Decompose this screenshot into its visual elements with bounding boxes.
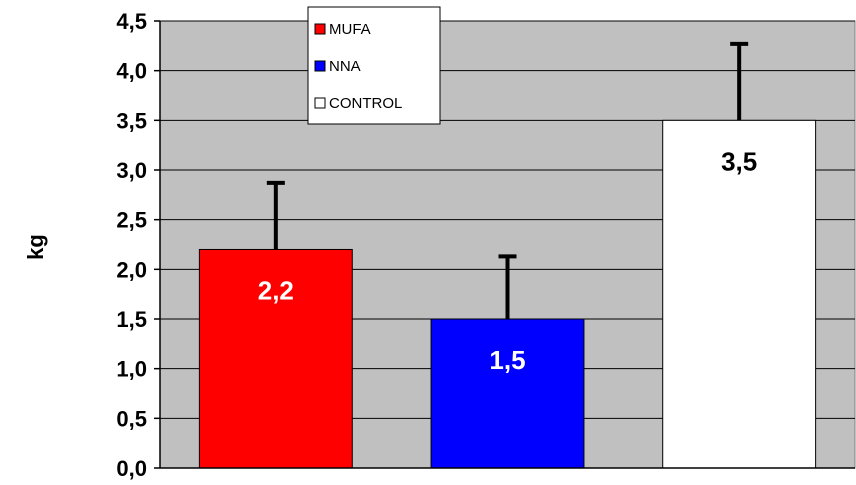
legend-label-control: CONTROL: [329, 95, 402, 112]
bar-control: [662, 119, 817, 469]
y-axis-label: kg: [23, 234, 48, 260]
y-tick-label: 3,5: [116, 108, 147, 133]
bars: [198, 119, 817, 469]
data-label: 1,5: [489, 345, 525, 375]
bar-nna: [430, 318, 585, 469]
y-axis-ticks: 0,0 0,5 1,0 1,5 2,0 2,5 3,0 3,5 4,0 4,5: [116, 9, 160, 481]
legend: MUFA NNA CONTROL: [307, 6, 441, 125]
y-tick-label: 2,0: [116, 257, 147, 282]
y-tick-label: 1,0: [116, 357, 147, 382]
error-bars: [266, 41, 749, 319]
legend-swatch-nna: [314, 60, 326, 72]
legend-swatch-control: [314, 97, 326, 109]
y-tick-label: 3,0: [116, 158, 147, 183]
y-tick-label: 4,0: [116, 59, 147, 84]
y-tick-label: 2,5: [116, 208, 147, 233]
data-label: 3,5: [721, 146, 757, 176]
y-tick-label: 0,5: [116, 406, 147, 431]
data-labels: 2,2 1,5 3,5: [258, 146, 757, 375]
y-tick-label: 4,5: [116, 9, 147, 34]
y-tick-label: 0,0: [116, 456, 147, 481]
legend-label-nna: NNA: [329, 58, 361, 75]
y-tick-label: 1,5: [116, 307, 147, 332]
legend-box: [307, 6, 441, 125]
data-label: 2,2: [258, 275, 294, 305]
bar-mufa: [198, 248, 353, 469]
legend-swatch-mufa: [314, 23, 326, 35]
legend-label-mufa: MUFA: [329, 21, 371, 38]
